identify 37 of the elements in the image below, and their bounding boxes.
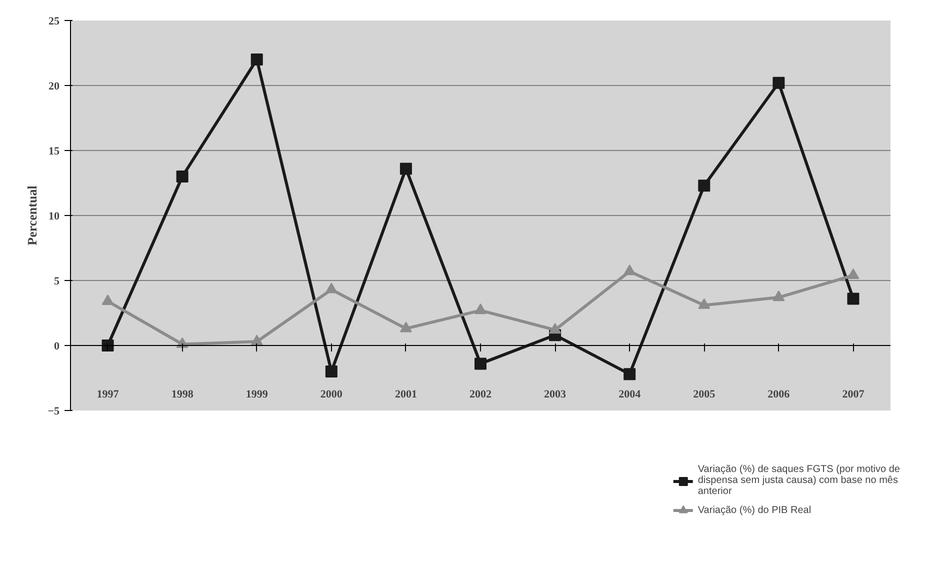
y-tick-label: 0 — [54, 340, 60, 352]
point — [250, 54, 263, 66]
y-axis-title: Percentual — [24, 185, 40, 246]
legend-label: Variação (%) de saques FGTS (por motivo de dispensa sem justa causa) com base no mês anterior — [698, 464, 900, 497]
x-tick-label: 1997 — [96, 388, 120, 400]
x-tick-label: 2000 — [320, 388, 343, 400]
y-tick-label: 10 — [48, 210, 60, 222]
point — [549, 323, 562, 334]
point — [624, 264, 636, 276]
y-tick-label: 5 — [54, 276, 60, 288]
y-tick-label: 25 — [48, 16, 60, 28]
x-tick-label: 1999 — [246, 388, 268, 400]
x-tick-label: 1998 — [171, 388, 194, 400]
x-tick-label: 2006 — [768, 388, 790, 400]
y-tick-label: 15 — [48, 146, 60, 158]
point — [250, 334, 263, 346]
point — [400, 322, 412, 332]
point — [698, 180, 710, 192]
x-tick-label: 2002 — [470, 388, 492, 400]
legend-label: Variação (%) do PIB Real — [698, 504, 812, 516]
x-tick-label: 2001 — [394, 388, 417, 400]
point — [325, 282, 338, 294]
x-tick-label: 2004 — [618, 388, 642, 400]
point — [772, 290, 785, 302]
point — [176, 170, 188, 182]
point — [474, 304, 486, 314]
x-tick-label: 2005 — [693, 388, 716, 400]
point — [772, 76, 785, 89]
x-tick-label: 2003 — [544, 388, 567, 400]
point — [847, 292, 860, 305]
point — [847, 268, 860, 279]
point — [102, 294, 114, 305]
point — [698, 298, 710, 309]
point — [400, 162, 412, 175]
y-tick-label: 20 — [48, 80, 60, 92]
y-tick-label: −5 — [48, 406, 60, 418]
x-tick-label: 2007 — [842, 388, 865, 400]
